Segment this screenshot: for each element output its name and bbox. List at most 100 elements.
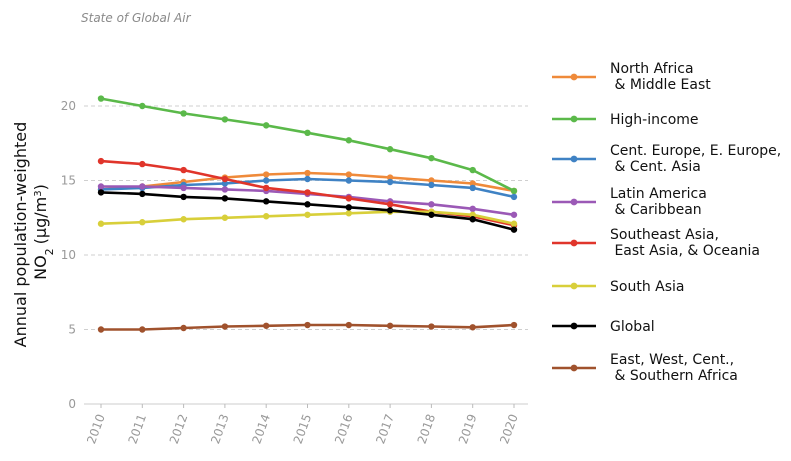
legend-swatch-dot: [570, 198, 578, 206]
data-point-africa: [428, 323, 435, 330]
legend: North Africa & Middle East High-income Cen…: [552, 61, 781, 384]
data-point-europe_asia: [469, 184, 476, 192]
legend-item-southeast_asia: Southeast Asia, East Asia, & Oceania: [552, 227, 760, 259]
legend-label-line: Global: [610, 319, 655, 335]
legend-label: High-income: [610, 112, 699, 128]
legend-label-line: High-income: [610, 112, 699, 128]
data-point-north_africa: [469, 180, 476, 187]
legend-swatch-dot: [570, 364, 578, 372]
legend-swatch-dot: [570, 322, 578, 330]
legend-label-line: East, West, Cent.,: [610, 352, 734, 368]
data-point-south_asia: [221, 214, 229, 221]
legend-label-line: North Africa: [610, 61, 694, 77]
data-point-global: [221, 195, 229, 202]
legend-swatch-dot: [570, 155, 578, 163]
data-point-south_asia: [97, 220, 105, 227]
y-axis-label: Annual population-weighted NO2 (μg/m3): [11, 117, 56, 348]
data-point-europe_asia: [345, 177, 352, 184]
data-point-global: [428, 211, 435, 218]
x-tick-label: 2014: [249, 412, 273, 445]
y-tick-label: 5: [68, 323, 76, 337]
legend-item-global: Global: [552, 319, 655, 335]
legend-swatch-dot: [570, 239, 578, 247]
legend-item-north_africa: North Africa & Middle East: [552, 61, 711, 93]
legend-swatch-dot: [570, 115, 578, 123]
legend-item-high_income: High-income: [552, 112, 699, 128]
legend-label-line: Southeast Asia,: [610, 227, 719, 243]
data-point-global: [469, 216, 476, 223]
data-point-global: [304, 201, 311, 208]
data-point-high_income: [304, 129, 311, 137]
x-tick-label: 2015: [291, 412, 315, 445]
legend-label: North Africa & Middle East: [610, 61, 711, 93]
x-tick-label: 2017: [373, 412, 397, 445]
data-point-europe_asia: [386, 178, 394, 186]
data-point-high_income: [180, 110, 187, 117]
data-point-southeast_asia: [304, 189, 311, 196]
data-point-high_income: [221, 116, 229, 123]
data-point-africa: [304, 321, 311, 329]
series-group: [97, 95, 518, 333]
series-africa: [97, 321, 518, 333]
data-point-south_asia: [345, 210, 352, 217]
axes: [84, 403, 528, 408]
data-point-high_income: [263, 122, 270, 129]
data-point-north_africa: [386, 174, 394, 181]
data-point-south_asia: [263, 213, 270, 220]
legend-label: Southeast Asia, East Asia, & Oceania: [610, 227, 760, 259]
x-tick-label: 2018: [415, 412, 439, 445]
legend-item-south_asia: South Asia: [552, 279, 684, 295]
data-point-africa: [139, 326, 146, 333]
data-point-europe_asia: [221, 180, 229, 187]
data-point-latin_america: [139, 183, 146, 190]
data-point-global: [386, 207, 394, 214]
data-point-latin_america: [428, 201, 435, 208]
y-axis-pollutant-sub: 2: [43, 248, 56, 255]
data-point-latin_america: [469, 205, 476, 213]
legend-label-line: South Asia: [610, 279, 684, 295]
data-point-north_africa: [304, 169, 311, 177]
legend-label-line: Cent. Europe, E. Europe,: [610, 143, 781, 159]
x-tick-label: 2010: [84, 412, 108, 445]
y-axis-pollutant: NO: [31, 255, 50, 280]
data-point-north_africa: [263, 171, 270, 178]
data-point-latin_america: [180, 184, 187, 192]
data-point-high_income: [428, 154, 435, 162]
data-point-south_asia: [510, 220, 518, 227]
data-point-southeast_asia: [386, 201, 394, 208]
legend-swatch-dot: [570, 282, 578, 290]
y-axis-units: (μg/m: [31, 197, 50, 245]
data-point-southeast_asia: [345, 195, 352, 202]
data-point-europe_asia: [510, 193, 518, 201]
y-tick-label: 10: [61, 248, 76, 262]
data-point-high_income: [345, 137, 352, 144]
legend-label: South Asia: [610, 279, 684, 295]
legend-swatch-dot: [570, 73, 578, 81]
series-line-global: [100, 191, 515, 231]
data-point-global: [139, 190, 146, 198]
legend-label-line: & Southern Africa: [610, 368, 738, 384]
legend-label: Cent. Europe, E. Europe, & Cent. Asia: [610, 143, 781, 175]
data-point-africa: [221, 323, 229, 330]
data-point-north_africa: [345, 171, 352, 178]
legend-label: Global: [610, 319, 655, 335]
y-axis-label-line2: NO2 (μg/m3): [31, 184, 56, 280]
legend-label-line: & Cent. Asia: [610, 159, 701, 175]
data-point-europe_asia: [263, 177, 270, 184]
data-point-south_asia: [469, 211, 476, 218]
y-tick-label: 15: [61, 174, 76, 188]
series-europe_asia: [97, 175, 518, 201]
data-point-southeast_asia: [97, 157, 105, 165]
y-axis-units-close: ): [31, 184, 50, 190]
series-global: [97, 189, 518, 233]
data-point-southeast_asia: [139, 160, 146, 168]
legend-label-line: & Middle East: [610, 77, 711, 93]
data-point-europe_asia: [428, 181, 435, 189]
data-point-global: [345, 204, 352, 211]
source-note: State of Global Air: [81, 11, 192, 25]
x-tick-label: 2013: [208, 412, 232, 445]
legend-label-line: Latin America: [610, 186, 707, 202]
y-tick-labels: 0 5 10 15 20: [61, 99, 76, 411]
data-point-africa: [469, 324, 476, 331]
